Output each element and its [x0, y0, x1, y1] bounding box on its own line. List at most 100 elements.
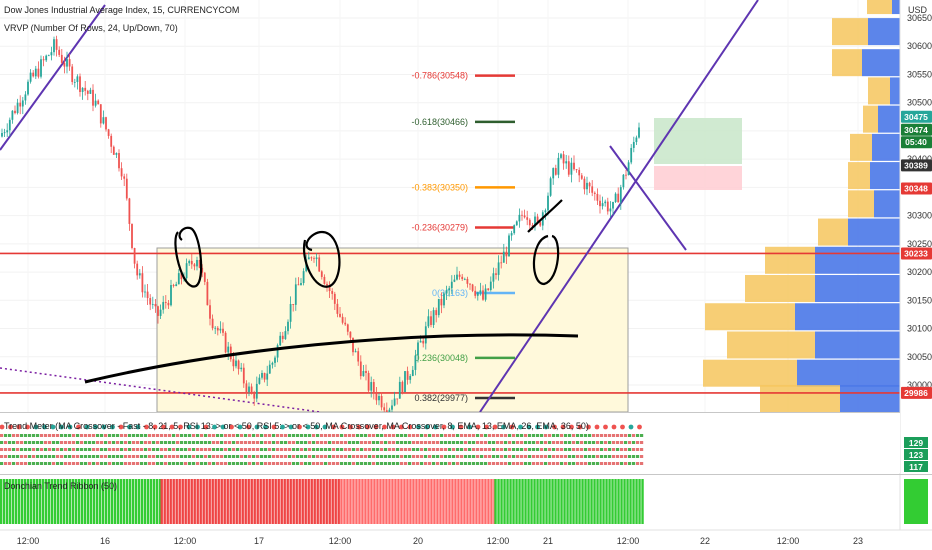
- trend-meter-cell: [344, 441, 348, 444]
- trend-meter-cell: [444, 448, 448, 451]
- donchian-bar: [126, 479, 129, 524]
- trend-meter-cell: [416, 434, 420, 437]
- donchian-bar: [337, 479, 340, 524]
- trend-meter-cell: [0, 448, 4, 451]
- trend-meter-cell: [372, 462, 376, 465]
- price-candle: [463, 278, 466, 280]
- price-candle: [593, 192, 596, 194]
- price-candle: [50, 52, 53, 56]
- meter-value-pill: [904, 413, 928, 424]
- trend-meter-cell: [188, 448, 192, 451]
- price-candle: [177, 273, 180, 285]
- trend-meter-cell: [140, 455, 144, 458]
- trend-meter-cell: [504, 462, 508, 465]
- meter-value-pill: [904, 425, 928, 436]
- trend-meter-cell: [564, 455, 568, 458]
- trend-meter-cell: [360, 448, 364, 451]
- trend-meter-cell: [80, 462, 84, 465]
- trend-meter-cell: [288, 455, 292, 458]
- trend-meter-cell: [416, 448, 420, 451]
- trend-meter-cell: [176, 455, 180, 458]
- price-candle: [154, 303, 157, 307]
- trend-dot: [144, 424, 149, 430]
- price-candle: [536, 216, 539, 223]
- price-candle: [79, 76, 81, 92]
- trend-meter-cell: [592, 462, 596, 465]
- donchian-bar: [27, 479, 30, 524]
- donchian-bar: [18, 479, 21, 524]
- price-candle: [320, 271, 323, 277]
- price-candle: [253, 393, 256, 399]
- trend-meter-cell: [164, 455, 168, 458]
- donchian-bar: [515, 479, 518, 524]
- trend-meter-cell: [188, 455, 192, 458]
- trend-meter-cell: [160, 434, 164, 437]
- trend-meter-cell: [4, 448, 8, 451]
- trend-meter-cell: [60, 462, 64, 465]
- x-tick-label: 12:00: [487, 536, 510, 546]
- trend-meter-cell: [636, 434, 640, 437]
- trend-meter-cell: [544, 455, 548, 458]
- trend-meter-cell: [612, 462, 616, 465]
- trend-meter-cell: [636, 448, 640, 451]
- trend-meter-cell: [96, 441, 100, 444]
- trend-meter-cell: [424, 462, 428, 465]
- trend-meter-cell: [560, 462, 564, 465]
- trend-meter-cell: [116, 441, 120, 444]
- price-candle: [6, 130, 9, 133]
- trend-dot: [339, 424, 345, 430]
- trend-meter-cell: [544, 441, 548, 444]
- trend-meter-cell: [184, 434, 188, 437]
- donchian-bar: [54, 479, 57, 524]
- donchian-bar: [451, 479, 454, 524]
- fib-levels: -0.786(30548) -0.618(30466) -0.383(30350) -…: [411, 71, 515, 403]
- trend-meter-cell: [88, 462, 92, 465]
- trend-meter-cell: [528, 434, 532, 437]
- price-candle: [331, 290, 334, 294]
- trend-meter-cell: [100, 455, 104, 458]
- trend-meter-cell: [48, 462, 52, 465]
- trend-meter-cell: [552, 434, 556, 437]
- price-candle: [474, 290, 477, 296]
- price-candle: [141, 273, 144, 293]
- trend-meter-cell: [328, 441, 332, 444]
- trend-meter-cell: [88, 434, 92, 437]
- price-candle: [175, 284, 178, 287]
- trend-meter-cell: [388, 455, 392, 458]
- trend-meter-cell: [284, 462, 288, 465]
- vp-bar-up: [872, 133, 900, 161]
- meter-value-text: 117: [909, 462, 923, 472]
- trend-meter-cell: [300, 448, 304, 451]
- trend-meter-cell: [252, 448, 256, 451]
- donchian-bar: [418, 479, 421, 524]
- donchian-bar: [223, 479, 226, 524]
- trend-meter-cell: [280, 455, 284, 458]
- trend-dot: [475, 424, 481, 430]
- trend-meter-cell: [484, 448, 488, 451]
- trend-meter-cell: [476, 441, 480, 444]
- trend-meter-cell: [528, 441, 532, 444]
- trend-meter-cell: [280, 448, 284, 451]
- price-pill: [901, 386, 932, 399]
- trend-meter-cell: [200, 462, 204, 465]
- donchian-bar: [358, 479, 361, 524]
- donchian-bar: [638, 479, 641, 524]
- curved-support-line: [84, 333, 579, 384]
- trend-meter-cell: [312, 462, 316, 465]
- price-candle: [240, 367, 243, 370]
- price-candle: [131, 223, 133, 249]
- trend-meter-cell: [144, 441, 148, 444]
- trend-meter-cell: [244, 455, 248, 458]
- trend-meter-cell: [540, 462, 544, 465]
- donchian-bar: [160, 479, 163, 524]
- donchian-bar: [325, 479, 328, 524]
- price-candle: [586, 182, 588, 190]
- trend-meter-cell: [208, 441, 212, 444]
- trend-meter-cell: [28, 448, 32, 451]
- trend-meter-cell: [480, 448, 484, 451]
- donchian-bar: [605, 479, 608, 524]
- price-candle: [344, 322, 347, 325]
- trend-meter-cell: [308, 441, 312, 444]
- trend-meter-cell: [556, 448, 560, 451]
- trend-meter-cell: [428, 434, 432, 437]
